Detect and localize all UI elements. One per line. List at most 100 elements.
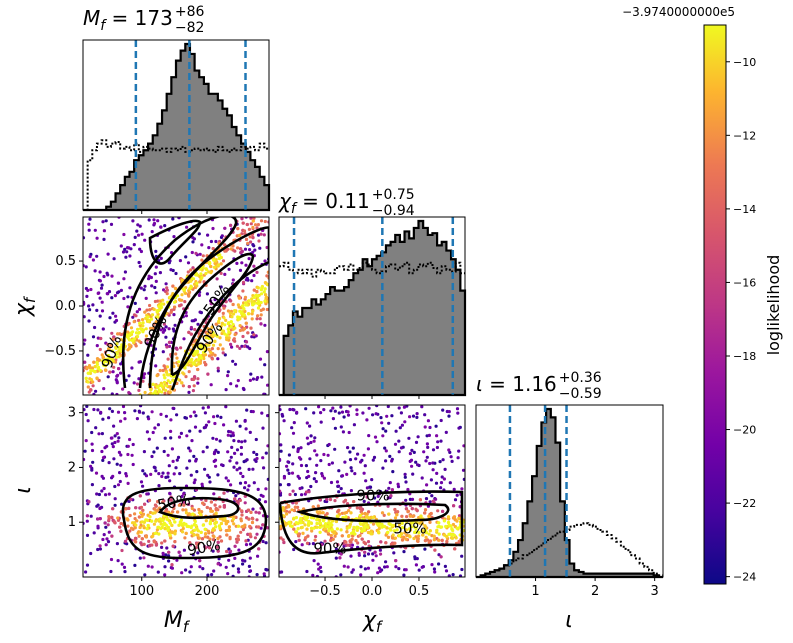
sample-point [415,415,419,419]
sample-point [400,423,404,427]
sample-point [136,327,140,331]
sample-point [458,525,462,529]
sample-point [126,524,130,528]
colorbar-tick-label: −10 [733,56,756,69]
sample-point [83,408,86,412]
sample-point [253,536,257,540]
sample-point [329,538,333,543]
sample-point [96,524,100,528]
sample-point [455,493,459,497]
sample-point [84,412,88,417]
sample-point [128,254,132,258]
sample-point [265,568,269,572]
sample-point [98,517,102,521]
sample-point [256,487,260,491]
sample-point [279,432,282,436]
sample-point [204,348,208,352]
posterior-histogram-chif [279,219,467,397]
sample-point [143,238,147,242]
sample-point [164,388,168,392]
sample-point [446,520,451,525]
sample-point [194,459,198,463]
sample-point [175,558,179,562]
sample-point [455,407,460,411]
sample-point [164,282,168,286]
sample-point [186,524,191,529]
sample-point [451,573,455,577]
sample-point [264,293,268,297]
sample-point [150,284,154,288]
sample-point [223,323,227,327]
sample-point [92,531,96,535]
sample-point [404,507,408,511]
sample-point [381,427,385,431]
sample-point [194,414,198,418]
sample-point [113,337,117,341]
sample-point [165,365,170,369]
sample-point [208,537,212,541]
sample-point [285,464,289,468]
sample-point [229,320,233,324]
sample-point [184,416,188,420]
sample-point [208,546,212,550]
sample-point [177,550,181,554]
sample-point [437,562,441,566]
sample-point [98,347,102,352]
sample-point [371,552,375,556]
sample-point [310,529,314,533]
sample-point [163,224,167,228]
sample-point [229,483,233,487]
sample-point [167,550,171,554]
sample-point [359,460,363,464]
sample-point [366,530,371,535]
sample-point [113,294,117,298]
sample-point [444,569,449,573]
sample-point [161,518,165,523]
sample-point [214,437,219,441]
sample-point [148,326,153,330]
sample-point [133,512,137,516]
sample-point [262,290,266,294]
x-tick-label-chif: −0.5 [309,584,341,599]
sample-point [109,557,114,562]
sample-point [158,308,162,312]
sample-point [399,411,403,415]
sample-point [296,527,300,531]
sample-point [182,500,186,504]
sample-point [315,463,319,467]
sample-point [236,534,240,538]
sample-point [150,230,154,234]
sample-point [154,364,158,368]
sample-point [190,276,194,281]
sample-point [447,414,451,418]
sample-point [234,419,238,423]
sample-point [257,511,261,515]
sample-point [327,442,331,447]
sample-point [119,371,123,375]
sample-point [89,388,93,392]
sample-point [344,515,348,519]
sample-point [428,500,432,504]
sample-point [250,297,254,301]
sample-point [153,299,157,304]
y-tick-label-iota: 1 [68,515,76,530]
sample-point [174,466,178,470]
sample-point [188,287,192,291]
sample-point [288,492,292,497]
sample-point [208,480,212,484]
sample-point [185,466,189,470]
sample-point [138,525,142,530]
sample-point [238,346,242,350]
sample-point [334,556,338,560]
sample-point [212,538,216,542]
sample-point [110,436,114,440]
sample-point [233,556,237,561]
sample-point [400,538,405,542]
sample-point [227,525,231,529]
sample-point [118,346,122,350]
sample-point [319,411,323,415]
sample-point [213,298,217,302]
sample-point [312,516,316,520]
sample-point [385,526,389,530]
sample-point [159,526,163,531]
